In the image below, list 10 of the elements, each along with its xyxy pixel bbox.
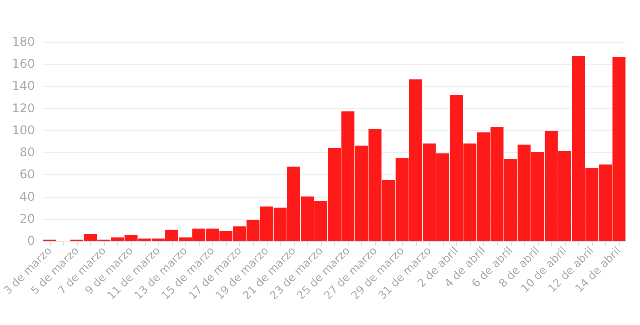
y-tick-label: 60 [20, 168, 36, 182]
y-tick-label: 20 [20, 212, 36, 226]
y-tick-label: 140 [12, 79, 36, 94]
y-tick-label: 80 [20, 146, 36, 160]
y-tick-label: 120 [12, 101, 36, 116]
y-tick-label: 40 [20, 190, 36, 204]
y-tick-label: 0 [28, 234, 36, 248]
y-tick-label: 180 [12, 35, 36, 49]
y-tick-label: 100 [12, 123, 36, 138]
y-tick-label: 160 [12, 57, 36, 72]
